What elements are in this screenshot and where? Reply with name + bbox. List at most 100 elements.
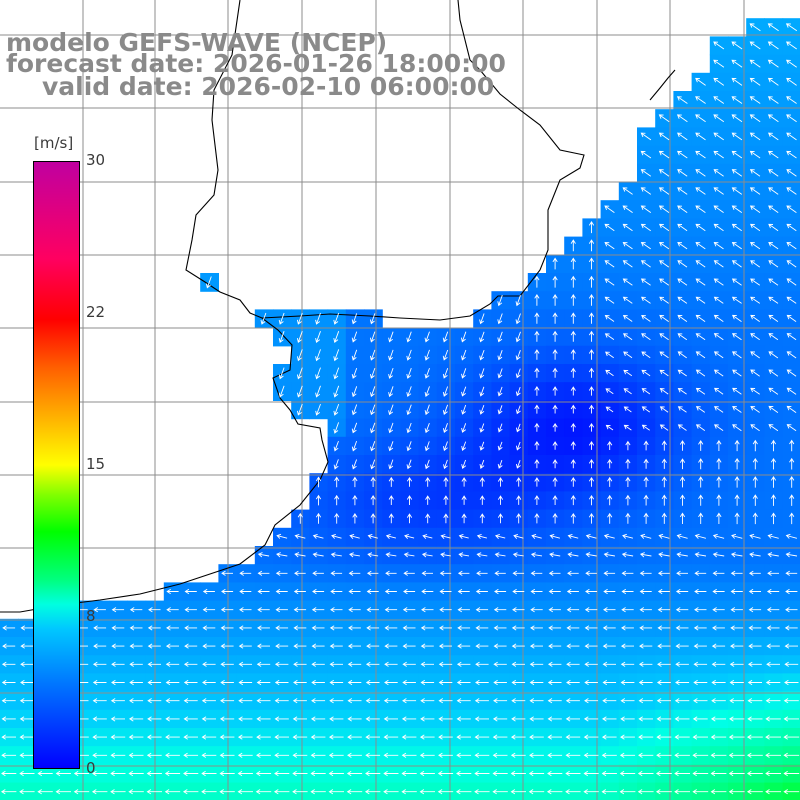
wind-arrow (497, 477, 504, 487)
wind-arrow (746, 752, 763, 758)
wind-arrow (202, 607, 216, 613)
wind-arrow (552, 257, 558, 270)
wind-arrow (583, 734, 599, 740)
wind-arrow (475, 625, 489, 631)
wind-arrow (747, 716, 763, 722)
wind-arrow (534, 441, 540, 450)
wind-arrow (349, 533, 360, 540)
wind-arrow (534, 312, 540, 324)
wind-arrow (734, 494, 740, 506)
wind-arrow (110, 698, 125, 704)
wind-arrow (695, 314, 706, 322)
wind-arrow (347, 661, 362, 667)
wind-arrow (766, 661, 780, 667)
wind-arrow (657, 570, 670, 576)
wind-arrow (257, 570, 270, 576)
wind-arrow (588, 512, 595, 524)
wind-arrow (732, 387, 742, 395)
wind-arrow (692, 716, 708, 722)
wind-arrow (746, 789, 763, 795)
wind-arrow (529, 752, 544, 758)
wind-arrow (0, 789, 17, 795)
wind-arrow (497, 313, 503, 325)
wind-arrow (565, 752, 581, 758)
wind-arrow (786, 242, 797, 250)
wind-arrow (713, 242, 724, 250)
wind-arrow (388, 495, 394, 505)
wind-arrow (278, 385, 285, 398)
wind-arrow (92, 661, 107, 667)
wind-arrow (443, 459, 448, 470)
wind-arrow (365, 716, 380, 722)
wind-arrow (601, 734, 617, 740)
wind-arrow (315, 312, 321, 325)
wind-arrow (55, 789, 71, 795)
wind-arrow (714, 406, 724, 413)
wind-arrow (695, 387, 706, 395)
wind-arrow (421, 552, 433, 558)
wind-arrow (403, 570, 415, 576)
wind-arrow (528, 789, 545, 795)
wind-arrow (296, 403, 303, 416)
wind-arrow (479, 368, 485, 379)
wind-arrow (752, 439, 758, 452)
wind-arrow (749, 205, 761, 213)
wind-arrow (692, 734, 708, 740)
wind-arrow (479, 331, 485, 343)
wind-arrow (312, 533, 324, 539)
wind-arrow (457, 625, 471, 631)
wind-arrow (731, 278, 742, 286)
wind-arrow (607, 512, 613, 524)
wind-arrow (570, 239, 576, 252)
wind-arrow (714, 387, 724, 395)
wind-arrow (768, 132, 779, 141)
wind-arrow (657, 661, 671, 667)
wind-arrow (675, 643, 689, 649)
wind-arrow (588, 494, 595, 506)
wind-arrow (164, 770, 181, 777)
wind-arrow (383, 752, 399, 758)
wind-arrow (770, 476, 777, 488)
wind-arrow (607, 458, 613, 469)
wind-arrow (219, 770, 235, 777)
wind-arrow (278, 367, 285, 380)
wind-arrow (274, 716, 289, 722)
wind-arrow (128, 716, 144, 722)
wind-arrow (640, 205, 652, 213)
wind-arrow (570, 367, 576, 378)
wind-arrow (534, 477, 540, 487)
wind-arrow (661, 476, 667, 488)
colorbar-tick-0: 0 (86, 759, 96, 777)
wind-arrow (239, 588, 252, 595)
wind-arrow (713, 278, 724, 286)
wind-arrow (655, 770, 672, 777)
wind-arrow (638, 661, 653, 667)
wind-arrow (329, 661, 343, 667)
wind-arrow (183, 661, 198, 667)
wind-arrow (695, 242, 706, 250)
wind-arrow (638, 679, 653, 686)
wind-arrow (406, 404, 412, 416)
wind-arrow (256, 698, 271, 704)
wind-arrow (73, 770, 90, 777)
wind-arrow (768, 187, 779, 195)
wind-arrow (493, 643, 507, 649)
wind-arrow (785, 533, 798, 539)
wind-arrow (730, 625, 744, 631)
wind-arrow (657, 607, 671, 613)
wind-arrow (275, 643, 289, 649)
wind-arrow (638, 752, 654, 758)
wind-arrow (752, 494, 758, 506)
wind-arrow (424, 331, 430, 343)
wind-arrow (333, 367, 340, 380)
wind-arrow (675, 661, 689, 667)
wind-arrow (713, 114, 725, 123)
wind-arrow (552, 404, 558, 414)
wind-arrow (184, 607, 197, 613)
wind-arrow (328, 789, 344, 795)
wind-arrow (750, 369, 760, 377)
wind-arrow (767, 96, 779, 104)
wind-arrow (310, 734, 326, 740)
wind-arrow (530, 607, 543, 613)
wind-arrow (347, 752, 362, 758)
